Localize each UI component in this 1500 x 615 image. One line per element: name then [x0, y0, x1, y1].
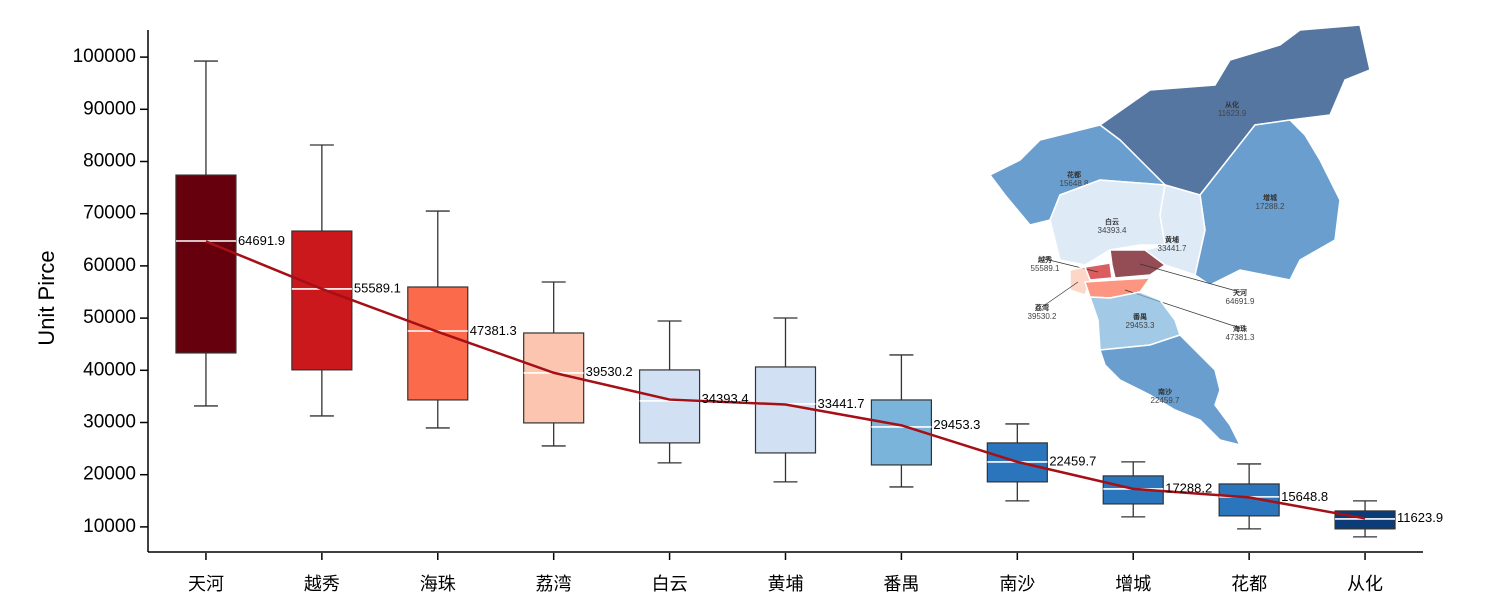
x-tick-label: 天河 — [188, 574, 224, 594]
y-tick-label: 60000 — [83, 255, 136, 276]
map-region — [1088, 291, 1181, 351]
map-name: 海珠 — [1233, 324, 1248, 333]
x-tick-label: 花都 — [1231, 574, 1267, 594]
map-region — [988, 124, 1167, 226]
map-value: 17288.2 — [1256, 202, 1285, 211]
x-tick-label: 荔湾 — [536, 574, 572, 594]
y-tick-label: 80000 — [83, 151, 136, 172]
map-name: 越秀 — [1037, 255, 1052, 264]
x-tick-label: 黄埔 — [768, 574, 804, 594]
map-name: 番禺 — [1132, 312, 1147, 321]
map-name: 白云 — [1105, 217, 1119, 226]
y-axis-label: Unit Pirce — [34, 250, 59, 345]
y-tick-label: 100000 — [73, 46, 136, 67]
mean-label: 33441.7 — [818, 396, 865, 411]
map-region — [1069, 266, 1091, 296]
mean-label: 15648.8 — [1281, 489, 1328, 504]
mean-label: 29453.3 — [933, 417, 980, 432]
x-tick-label: 越秀 — [304, 574, 340, 594]
map-value: 34393.4 — [1098, 226, 1127, 235]
mean-label: 64691.9 — [238, 233, 285, 248]
map-value: 47381.3 — [1226, 333, 1255, 342]
map-value: 55589.1 — [1031, 264, 1060, 273]
mean-label: 11623.9 — [1397, 510, 1443, 525]
map-value: 29453.3 — [1126, 321, 1155, 330]
map-name: 天河 — [1233, 288, 1247, 297]
map-name: 南沙 — [1158, 387, 1172, 396]
mean-line — [205, 240, 1366, 520]
y-tick-label: 10000 — [83, 516, 136, 537]
mean-label: 34393.4 — [702, 391, 749, 406]
map-region — [1098, 334, 1242, 447]
map-value: 15648.8 — [1060, 179, 1089, 188]
map-name: 从化 — [1225, 100, 1239, 109]
x-tick-label: 海珠 — [420, 574, 456, 594]
x-tick-label: 南沙 — [999, 574, 1035, 594]
box — [1218, 483, 1280, 517]
y-tick-label: 70000 — [83, 203, 136, 224]
map-name: 花都 — [1067, 170, 1081, 179]
box — [175, 174, 237, 354]
mean-label: 55589.1 — [354, 280, 401, 295]
map-leader — [1041, 281, 1079, 308]
mean-label: 22459.7 — [1049, 453, 1096, 468]
mean-label: 39530.2 — [586, 364, 633, 379]
box — [638, 369, 701, 444]
y-tick-label: 40000 — [83, 359, 136, 380]
x-tick-label: 白云 — [652, 574, 688, 594]
map-value: 22459.7 — [1151, 396, 1180, 405]
box — [407, 286, 469, 401]
map-value: 64691.9 — [1226, 297, 1255, 306]
box — [754, 366, 817, 454]
y-tick-label: 50000 — [83, 307, 136, 328]
y-tick-label: 20000 — [83, 464, 136, 485]
map-leader — [1139, 263, 1241, 293]
map-value: 39530.2 — [1028, 312, 1057, 321]
mean-label: 47381.3 — [470, 323, 517, 338]
x-tick-label: 番禺 — [883, 574, 919, 594]
map-value: 11623.9 — [1218, 109, 1247, 118]
map-value: 33441.7 — [1158, 244, 1187, 253]
map-name: 增城 — [1263, 193, 1277, 202]
map-region — [1194, 119, 1341, 286]
y-tick-label: 90000 — [83, 98, 136, 119]
box — [291, 230, 353, 371]
x-tick-label: 从化 — [1347, 574, 1383, 594]
y-tick-label: 30000 — [83, 412, 136, 433]
map-region — [1109, 249, 1167, 279]
map-name: 荔湾 — [1034, 303, 1049, 312]
map-name: 黄埔 — [1165, 235, 1179, 244]
map-leader — [1044, 258, 1099, 273]
mean-label: 17288.2 — [1165, 480, 1212, 495]
x-tick-label: 增城 — [1115, 574, 1151, 594]
